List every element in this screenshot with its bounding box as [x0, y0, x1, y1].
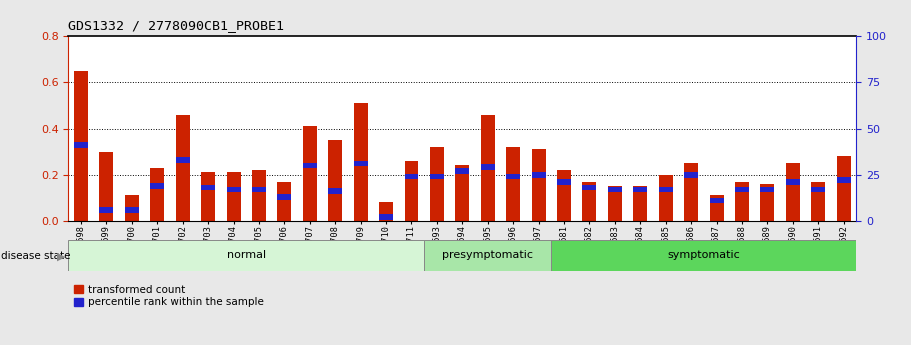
Bar	[99, 151, 114, 221]
Bar	[74, 142, 88, 148]
Text: normal: normal	[227, 250, 266, 260]
Bar	[379, 214, 393, 220]
Bar	[532, 172, 546, 178]
Bar	[836, 177, 851, 183]
Bar	[481, 115, 495, 221]
Bar	[201, 185, 215, 190]
Text: ▶: ▶	[57, 252, 66, 261]
Bar	[302, 162, 317, 168]
Bar	[227, 187, 241, 192]
Bar	[557, 179, 571, 185]
Bar	[659, 175, 672, 221]
Bar	[582, 181, 597, 221]
Bar	[608, 187, 622, 192]
Bar	[710, 195, 723, 221]
Bar	[379, 202, 393, 221]
Text: symptomatic: symptomatic	[668, 250, 741, 260]
Bar	[99, 207, 114, 213]
Bar	[481, 164, 495, 170]
Bar	[684, 163, 698, 221]
Bar	[404, 174, 418, 179]
Bar	[74, 71, 88, 221]
Bar	[735, 181, 749, 221]
Bar	[659, 187, 672, 192]
Bar	[633, 187, 647, 192]
Bar	[278, 194, 292, 200]
Bar	[176, 115, 189, 221]
Bar	[430, 174, 444, 179]
Bar	[328, 188, 343, 194]
Bar	[811, 181, 825, 221]
Bar	[710, 198, 723, 204]
Bar	[786, 163, 800, 221]
Bar	[557, 170, 571, 221]
Bar	[507, 147, 520, 221]
Bar	[633, 186, 647, 221]
Bar	[430, 147, 444, 221]
Text: disease state: disease state	[1, 252, 70, 261]
Bar	[68, 240, 425, 271]
Bar	[811, 187, 825, 192]
Bar	[201, 172, 215, 221]
Bar	[761, 184, 774, 221]
Bar	[836, 156, 851, 221]
Bar	[761, 187, 774, 192]
Bar	[353, 103, 368, 221]
Bar	[551, 240, 856, 271]
Bar	[735, 187, 749, 192]
Text: presymptomatic: presymptomatic	[442, 250, 533, 260]
Bar	[582, 185, 597, 190]
Bar	[353, 161, 368, 167]
Bar	[507, 174, 520, 179]
Bar	[150, 168, 164, 221]
Bar	[425, 240, 551, 271]
Bar	[150, 183, 164, 189]
Bar	[608, 186, 622, 221]
Bar	[302, 126, 317, 221]
Bar	[456, 166, 469, 221]
Bar	[278, 181, 292, 221]
Legend: transformed count, percentile rank within the sample: transformed count, percentile rank withi…	[74, 285, 264, 307]
Bar	[125, 207, 138, 213]
Bar	[786, 179, 800, 185]
Bar	[684, 172, 698, 178]
Bar	[125, 195, 138, 221]
Bar	[532, 149, 546, 221]
Text: GDS1332 / 2778090CB1_PROBE1: GDS1332 / 2778090CB1_PROBE1	[68, 19, 284, 32]
Bar	[227, 172, 241, 221]
Bar	[252, 187, 266, 192]
Bar	[456, 168, 469, 174]
Bar	[176, 157, 189, 163]
Bar	[328, 140, 343, 221]
Bar	[252, 170, 266, 221]
Bar	[404, 161, 418, 221]
